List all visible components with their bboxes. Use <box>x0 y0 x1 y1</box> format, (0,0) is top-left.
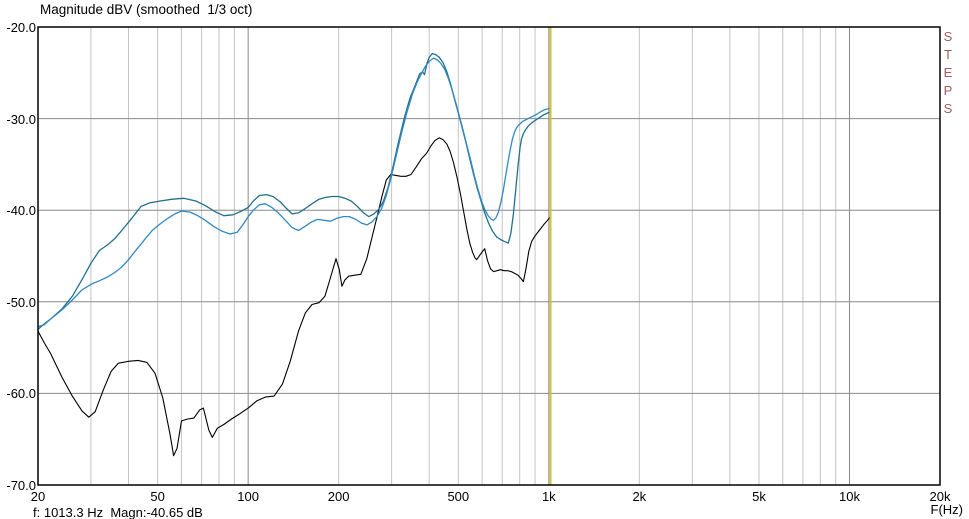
curve-magnitude-black <box>37 137 551 457</box>
chart-title: Magnitude dBV (smoothed 1/3 oct) <box>40 2 253 17</box>
curve-magnitude-blue <box>37 57 552 328</box>
x-tick-label: 500 <box>447 489 470 504</box>
x-tick-label: 10k <box>839 489 860 504</box>
x-tick-label: 100 <box>237 489 259 504</box>
x-tick-label: 20 <box>30 489 46 504</box>
cursor-readout-status: f: 1013.3 Hz Magn:-40.65 dB <box>33 505 203 519</box>
y-tick-label: -40.0 <box>6 203 36 219</box>
x-tick-label: 1k <box>541 489 556 504</box>
plot-border <box>37 26 941 486</box>
x-tick-label: 2k <box>632 489 647 504</box>
grid-major-lines <box>38 27 940 485</box>
curve-magnitude-teal <box>37 52 552 330</box>
y-tick-label: -70.0 <box>6 478 36 493</box>
x-tick-label: 20k <box>929 489 951 504</box>
grid-minor-lines <box>90 27 837 485</box>
x-tick-label: 50 <box>150 489 165 504</box>
y-tick-label: -20.0 <box>6 20 36 35</box>
steps-watermark: S T E P S <box>943 29 953 116</box>
y-tick-label: -30.0 <box>6 111 36 127</box>
x-tick-label: 5k <box>752 489 766 504</box>
x-tick-label: 200 <box>327 489 350 504</box>
x-axis-unit-label: F(Hz) <box>930 502 964 517</box>
y-tick-label: -50.0 <box>6 294 36 310</box>
y-tick-label: -60.0 <box>6 386 36 402</box>
magnitude-curves <box>37 52 552 457</box>
